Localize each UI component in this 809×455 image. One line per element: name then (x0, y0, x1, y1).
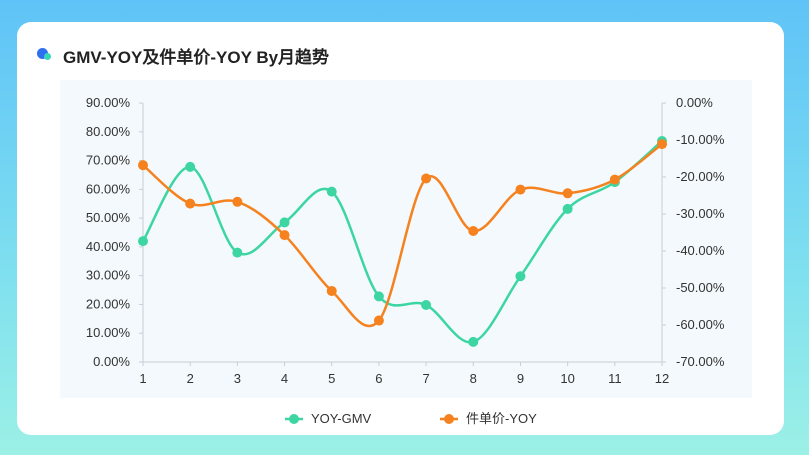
x-tick-label: 9 (517, 371, 524, 386)
x-tick-label: 8 (470, 371, 477, 386)
legend-marker-price (444, 414, 454, 424)
data-point-price (515, 184, 526, 195)
x-tick-label: 4 (281, 371, 288, 386)
data-point-price (279, 230, 290, 241)
y-left-tick-label: 10.00% (86, 325, 131, 340)
y-right-tick-label: -10.00% (676, 132, 725, 147)
y-left-tick-label: 20.00% (86, 296, 131, 311)
x-tick-label: 1 (139, 371, 146, 386)
x-tick-label: 7 (422, 371, 429, 386)
y-right-tick-label: -30.00% (676, 206, 725, 221)
legend-label-gmv: YOY-GMV (311, 411, 372, 426)
x-tick-label: 11 (608, 371, 622, 386)
y-left-tick-label: 70.00% (86, 153, 131, 168)
y-left-tick-label: 40.00% (86, 239, 131, 254)
x-tick-label: 2 (187, 371, 194, 386)
data-point-gmv (373, 291, 384, 302)
data-point-price (609, 174, 620, 185)
data-point-price (421, 173, 432, 184)
chart-header: GMV-YOY及件单价-YOY By月趋势 (37, 44, 330, 67)
y-right-tick-label: -50.00% (676, 280, 725, 295)
data-point-gmv (232, 247, 243, 258)
data-point-gmv (279, 217, 290, 228)
x-tick-label: 10 (560, 371, 574, 386)
y-left-tick-label: 0.00% (93, 354, 130, 369)
data-point-gmv (562, 203, 573, 214)
y-right-tick-label: -70.00% (676, 354, 725, 369)
y-left-tick-label: 90.00% (86, 95, 131, 110)
x-tick-label: 5 (328, 371, 335, 386)
data-point-gmv (326, 186, 337, 197)
x-tick-label: 6 (375, 371, 382, 386)
y-left-tick-label: 50.00% (86, 210, 131, 225)
data-point-price (232, 196, 243, 207)
data-point-price (185, 198, 196, 209)
y-right-tick-label: -40.00% (676, 243, 725, 258)
legend-label-price: 件单价-YOY (466, 411, 537, 426)
data-point-price (562, 188, 573, 199)
legend-marker-gmv (289, 414, 299, 424)
data-point-price (138, 160, 148, 171)
data-point-price (468, 226, 479, 237)
x-tick-label: 3 (234, 371, 241, 386)
data-point-gmv (515, 271, 526, 282)
y-left-tick-label: 30.00% (86, 268, 131, 283)
data-point-price (657, 139, 667, 150)
y-right-tick-label: -60.00% (676, 317, 725, 332)
y-left-tick-label: 60.00% (86, 181, 131, 196)
data-point-gmv (421, 300, 432, 311)
y-left-tick-label: 80.00% (86, 124, 131, 139)
y-right-tick-label: -20.00% (676, 169, 725, 184)
y-right-tick-label: 0.00% (676, 95, 713, 110)
data-point-gmv (138, 236, 148, 247)
data-point-price (326, 285, 337, 296)
x-tick-label: 12 (655, 371, 669, 386)
data-point-gmv (468, 336, 479, 347)
data-point-price (373, 315, 384, 326)
title-bullet-icon (37, 48, 55, 62)
chart-title: GMV-YOY及件单价-YOY By月趋势 (63, 47, 330, 67)
data-point-gmv (185, 161, 196, 172)
